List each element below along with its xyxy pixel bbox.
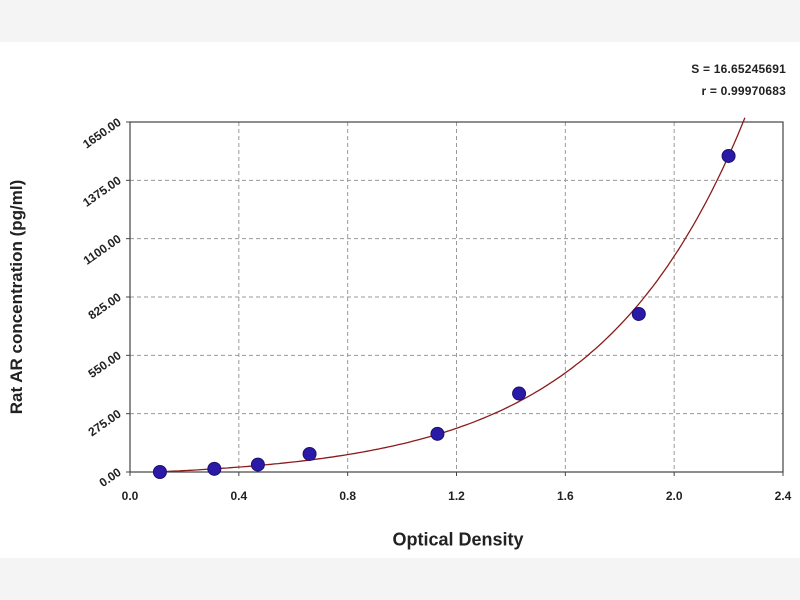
y-tick-label: 550.00 xyxy=(86,348,124,381)
x-tick-label: 1.2 xyxy=(448,489,465,503)
y-tick-label: 275.00 xyxy=(86,406,124,439)
top-band xyxy=(0,0,800,42)
y-tick-label: 1375.00 xyxy=(80,173,124,210)
x-tick-label: 0.0 xyxy=(122,489,139,503)
data-point xyxy=(430,426,445,441)
stat-r: r = 0.99970683 xyxy=(701,84,786,98)
bottom-band xyxy=(0,558,800,600)
y-axis-label: Rat AR concentration (pg/ml) xyxy=(7,179,26,415)
y-tick-label: 825.00 xyxy=(86,290,124,323)
x-axis-label: Optical Density xyxy=(392,529,524,550)
data-point xyxy=(207,461,222,476)
stat-s: S = 16.65245691 xyxy=(691,62,786,76)
x-tick-label: 2.4 xyxy=(775,489,792,503)
y-tick-label: 1100.00 xyxy=(81,231,124,267)
x-tick-label: 2.0 xyxy=(666,489,683,503)
y-tick-label: 1650.00 xyxy=(80,115,124,152)
data-point xyxy=(631,306,646,321)
x-tick-label: 1.6 xyxy=(557,489,574,503)
data-point xyxy=(302,446,317,461)
data-point xyxy=(250,457,265,472)
data-point xyxy=(512,386,527,401)
x-tick-label: 0.4 xyxy=(230,489,247,503)
x-tick-label: 0.8 xyxy=(339,489,356,503)
data-point xyxy=(721,148,736,163)
y-tick-label: 0.00 xyxy=(97,465,124,490)
data-point xyxy=(152,465,167,479)
